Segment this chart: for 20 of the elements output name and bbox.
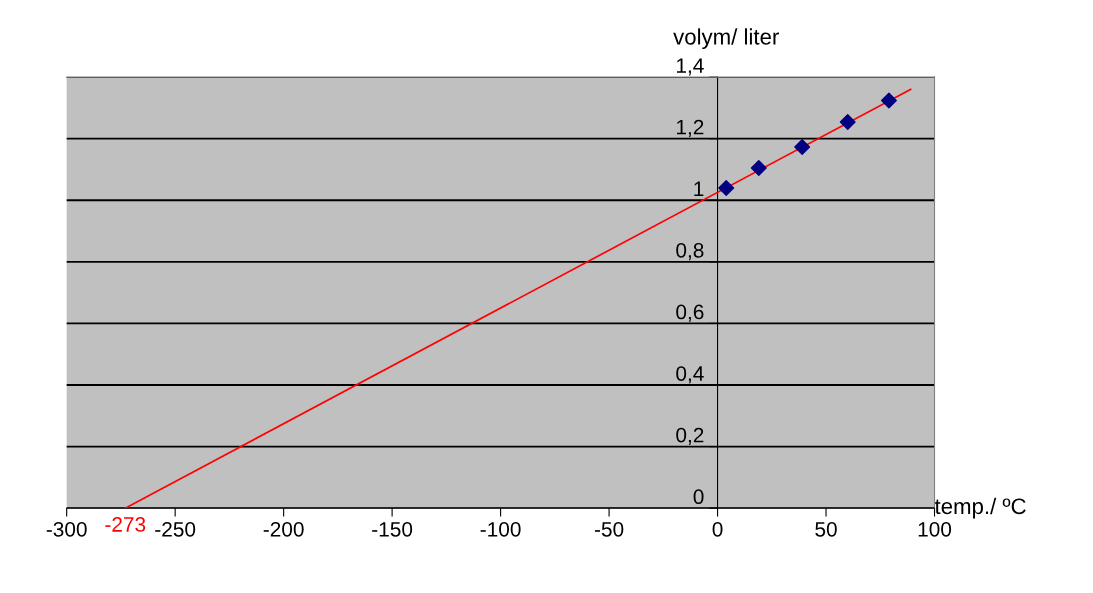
y-axis-title: volym/ liter (673, 28, 779, 50)
y-tick-label: 0,4 (676, 366, 704, 384)
y-tick-label: 1,2 (676, 119, 704, 138)
x-tick-label: -150 (372, 521, 413, 537)
y-tick-label: 0 (693, 489, 704, 505)
y-tick-label: 0,2 (676, 427, 704, 445)
x-tick-label: -200 (263, 521, 304, 537)
y-tick-label: 0,6 (676, 304, 704, 322)
y-tick-label: 0,8 (676, 242, 704, 261)
annotation: -273 (105, 517, 146, 532)
x-tick-label: -100 (480, 521, 521, 537)
y-tick-label: 1 (694, 181, 704, 196)
x-tick-label: -250 (155, 521, 196, 537)
x-tick-label: 50 (815, 521, 837, 537)
x-tick-label: -50 (594, 521, 624, 537)
x-tick-label: -300 (46, 521, 87, 537)
x-tick-label: 0 (712, 521, 723, 537)
x-tick-label: 100 (918, 521, 952, 537)
y-tick-label: 1,4 (676, 58, 704, 76)
x-axis-title: temp./ ºC (934, 497, 1026, 519)
